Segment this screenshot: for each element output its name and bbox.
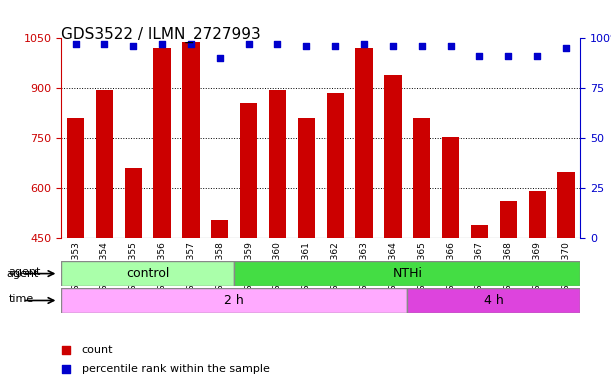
Text: percentile rank within the sample: percentile rank within the sample (82, 364, 269, 374)
Bar (413, 118, 430, 384)
Point (157, 41, 167, 48)
Point (503, 53, 513, 60)
Bar (269, 90, 286, 384)
Bar (557, 172, 575, 384)
FancyBboxPatch shape (234, 261, 580, 286)
Text: 4 h: 4 h (484, 294, 503, 307)
Bar (153, 48, 170, 384)
Point (273, 41, 282, 48)
Text: NTHi: NTHi (392, 267, 422, 280)
Bar (529, 192, 546, 384)
Bar (356, 48, 373, 384)
FancyBboxPatch shape (61, 288, 408, 313)
Bar (182, 42, 200, 384)
Text: agent: agent (9, 267, 41, 277)
Point (71, 41, 81, 48)
Bar (471, 225, 488, 384)
Point (359, 41, 369, 48)
Bar (326, 93, 344, 384)
Point (331, 43, 340, 50)
Point (363, 82, 373, 88)
Bar (500, 202, 517, 384)
Bar (442, 137, 459, 384)
Bar (298, 118, 315, 384)
Point (363, 249, 373, 255)
Bar (125, 168, 142, 384)
Text: time: time (9, 294, 34, 304)
Bar (211, 220, 229, 384)
Text: count: count (82, 345, 114, 355)
Bar (96, 90, 113, 384)
FancyBboxPatch shape (61, 261, 234, 286)
Point (186, 41, 196, 48)
Point (417, 43, 426, 50)
Text: control: control (126, 267, 169, 280)
Text: 2 h: 2 h (224, 294, 244, 307)
Bar (240, 103, 257, 384)
Point (128, 43, 138, 50)
Point (561, 45, 571, 51)
FancyBboxPatch shape (408, 288, 580, 313)
Point (301, 43, 311, 50)
Point (388, 43, 398, 50)
Point (215, 55, 225, 61)
Point (100, 41, 109, 48)
Point (475, 53, 485, 60)
Text: agent: agent (6, 268, 38, 279)
Point (244, 41, 254, 48)
Point (445, 43, 455, 50)
Text: GDS3522 / ILMN_2727993: GDS3522 / ILMN_2727993 (61, 27, 261, 43)
Point (532, 53, 542, 60)
Bar (67, 118, 84, 384)
Bar (384, 75, 401, 384)
